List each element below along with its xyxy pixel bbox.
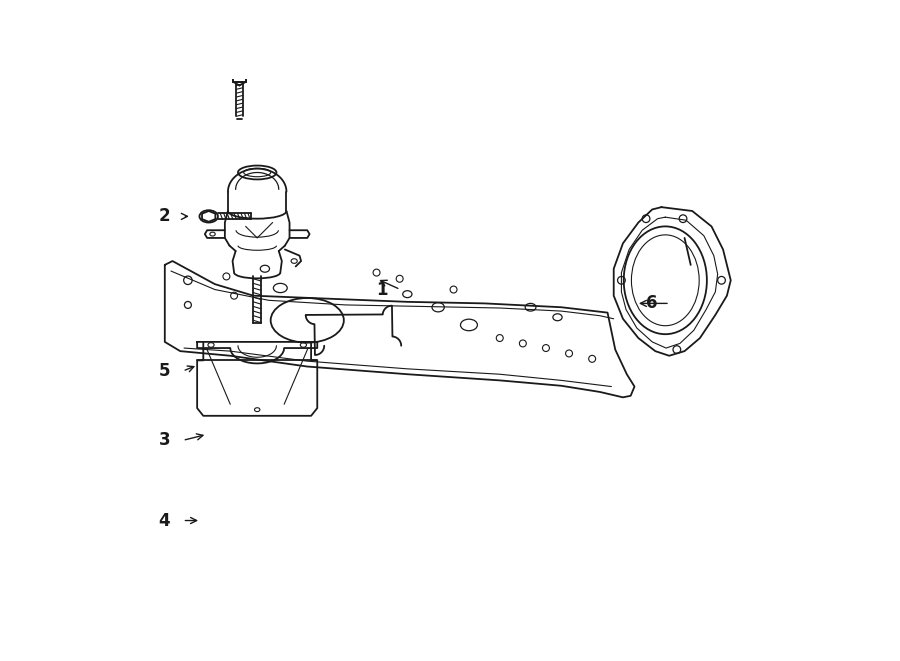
Text: 1: 1 <box>376 280 388 299</box>
Text: 6: 6 <box>646 294 658 313</box>
Text: 4: 4 <box>158 512 170 529</box>
Text: 5: 5 <box>158 362 170 380</box>
Text: 3: 3 <box>158 432 170 449</box>
Text: 2: 2 <box>158 208 170 225</box>
